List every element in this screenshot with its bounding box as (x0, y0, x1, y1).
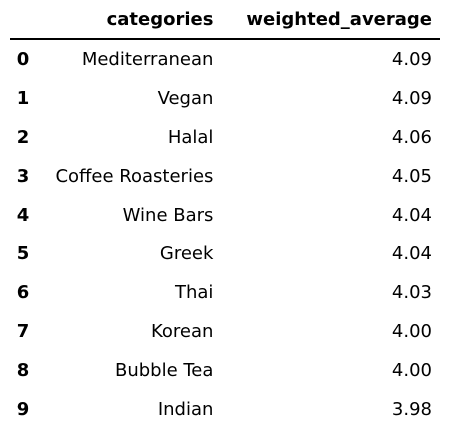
table-row: 6 Thai 4.03 (10, 273, 440, 312)
category-cell: Wine Bars (122, 204, 214, 226)
row-index: 7 (16, 321, 30, 343)
category-cell: Greek (159, 243, 214, 265)
table-row: 8 Bubble Tea 4.00 (10, 351, 440, 390)
table-row: 1 Vegan 4.09 (10, 79, 440, 118)
weighted-average-cell: 4.00 (391, 360, 432, 382)
weighted-average-cell: 4.00 (391, 321, 432, 343)
table-header: categories weighted_average (10, 0, 440, 40)
weighted-average-cell: 4.06 (391, 126, 432, 148)
category-cell: Indian (157, 398, 214, 420)
row-index: 5 (16, 243, 30, 265)
header-weighted-average: weighted_average (221, 0, 440, 40)
weighted-average-cell: 4.09 (391, 48, 432, 70)
weighted-average-cell: 4.04 (391, 243, 432, 265)
row-index: 0 (16, 48, 30, 70)
weighted-average-cell: 4.04 (391, 204, 432, 226)
dataframe-table: categories weighted_average 0 Mediterran… (10, 0, 440, 429)
category-cell: Mediterranean (81, 48, 214, 70)
table-row: 2 Halal 4.06 (10, 118, 440, 157)
category-cell: Vegan (157, 87, 214, 109)
row-index: 1 (16, 87, 30, 109)
table-row: 3 Coffee Roasteries 4.05 (10, 157, 440, 196)
row-index: 3 (16, 165, 30, 187)
weighted-average-cell: 4.05 (391, 165, 432, 187)
row-index: 6 (16, 282, 30, 304)
row-index: 4 (16, 204, 30, 226)
row-index: 8 (16, 360, 30, 382)
table-row: 4 Wine Bars 4.04 (10, 196, 440, 235)
header-categories: categories (36, 0, 222, 40)
weighted-average-cell: 4.03 (391, 282, 432, 304)
weighted-average-cell: 3.98 (391, 398, 432, 420)
weighted-average-cell: 4.09 (391, 87, 432, 109)
table-row: 9 Indian 3.98 (10, 390, 440, 429)
table-row: 5 Greek 4.04 (10, 234, 440, 273)
category-cell: Coffee Roasteries (55, 165, 214, 187)
category-cell: Korean (150, 321, 214, 343)
table-row: 7 Korean 4.00 (10, 312, 440, 351)
header-index (10, 0, 37, 40)
table-body: 0 Mediterranean 4.09 1 Vegan 4.09 2 Hala… (10, 39, 440, 429)
category-cell: Thai (174, 282, 214, 304)
row-index: 2 (16, 126, 30, 148)
category-cell: Bubble Tea (114, 360, 214, 382)
dataframe-table-container: categories weighted_average 0 Mediterran… (10, 0, 440, 429)
header-row: categories weighted_average (10, 0, 440, 40)
row-index: 9 (16, 398, 30, 420)
table-row: 0 Mediterranean 4.09 (10, 39, 440, 79)
category-cell: Halal (167, 126, 214, 148)
